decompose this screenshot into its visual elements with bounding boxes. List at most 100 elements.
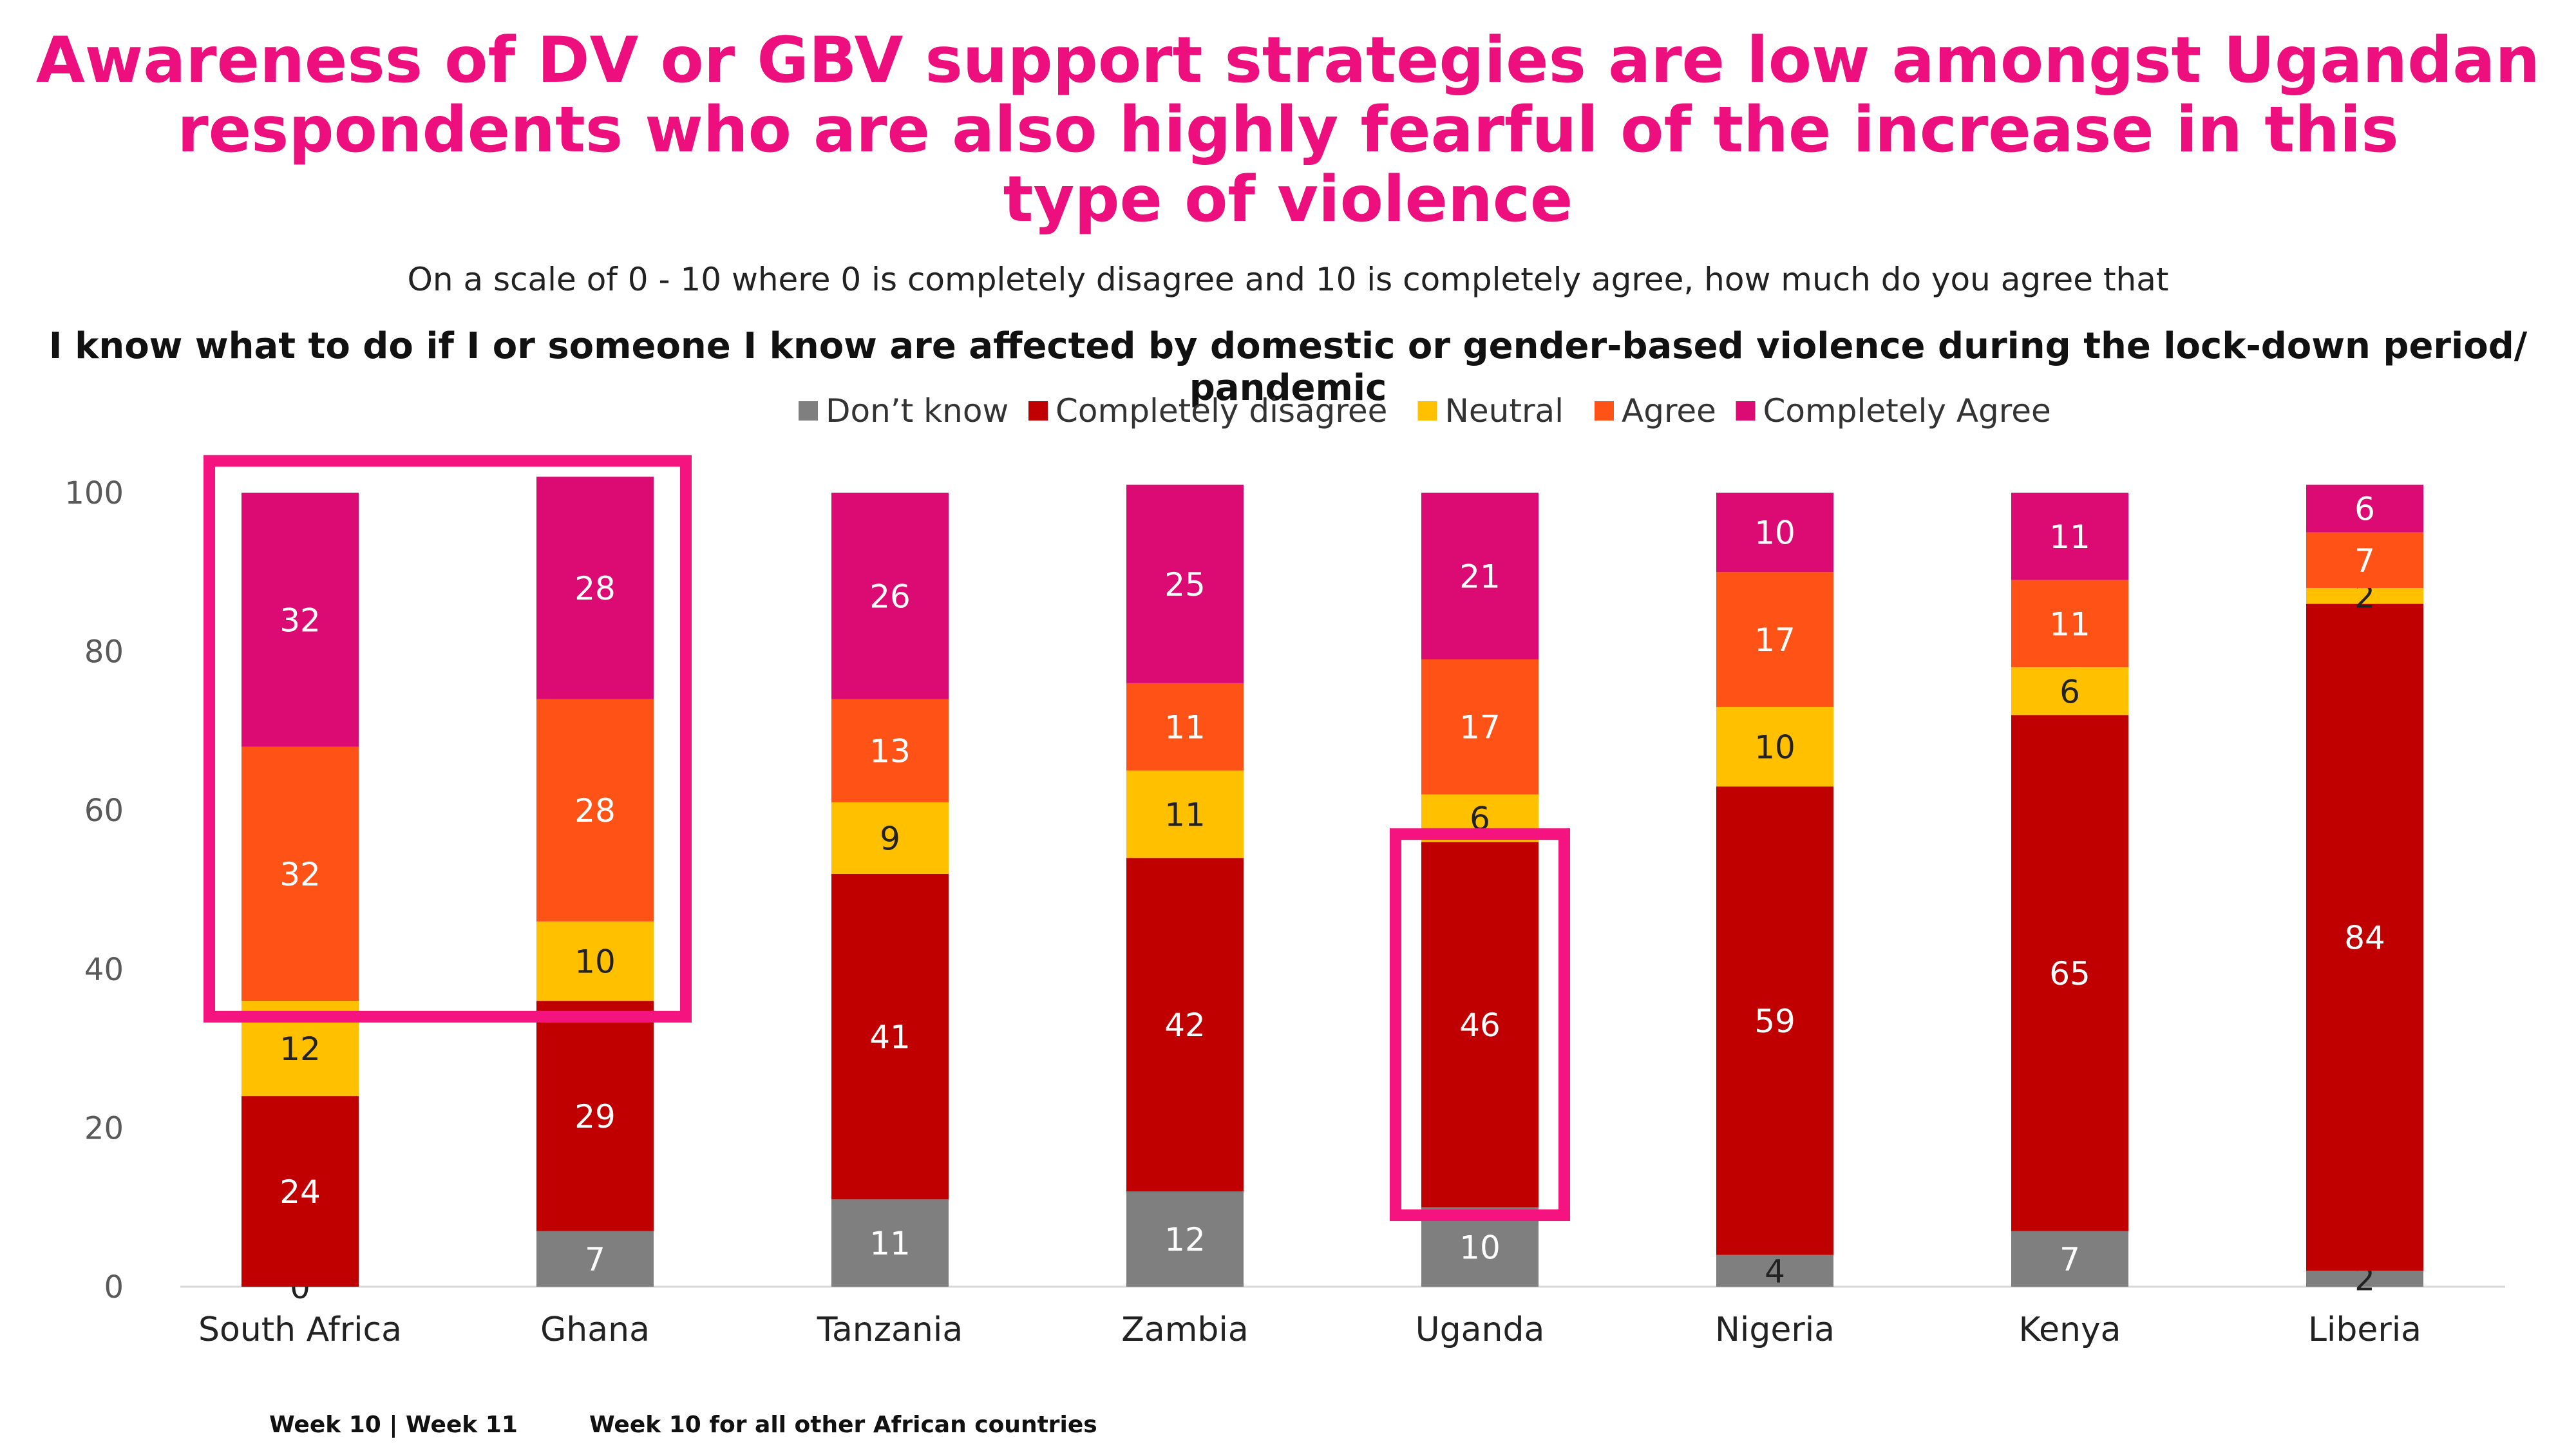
bar-segment-completely-disagree <box>1716 786 1833 1255</box>
title-line-1: Awareness of DV or GBV support strategie… <box>35 24 2541 97</box>
data-label: 84 <box>2344 919 2385 956</box>
bar-segment-completely-agree <box>1716 493 1833 573</box>
data-label: 7 <box>2354 542 2375 580</box>
data-label: 12 <box>1164 1221 1206 1258</box>
title-line-3: type of violence <box>1003 163 1573 236</box>
data-label: 42 <box>1164 1007 1206 1044</box>
bar-segment-completely-disagree <box>1126 858 1244 1192</box>
bar-segment-completely-agree <box>242 493 359 747</box>
data-label: 12 <box>279 1030 321 1068</box>
legend-swatch <box>1417 401 1437 421</box>
bar-segment-agree <box>831 699 949 802</box>
data-label: 46 <box>1459 1007 1501 1044</box>
data-label: 6 <box>2354 491 2375 528</box>
x-tick-label: Ghana <box>540 1311 650 1349</box>
legend-label: Completely Agree <box>1763 392 2051 430</box>
data-label: 7 <box>585 1241 605 1278</box>
legend-swatch <box>1736 401 1756 421</box>
bar-segment-don-t-know <box>1126 1191 1244 1287</box>
bar-segment-completely-agree <box>2306 484 2423 533</box>
legend-label: Agree <box>1622 392 1716 430</box>
data-label: 11 <box>2049 605 2090 643</box>
bar-segment-don-t-know <box>2306 1271 2423 1287</box>
legend-swatch <box>1595 401 1614 421</box>
bar-segment-agree <box>1421 659 1539 795</box>
legend-label: Completely disagree <box>1056 392 1387 430</box>
highlight-box <box>204 455 692 1023</box>
legend-swatch <box>1028 401 1048 421</box>
bar-segment-completely-disagree <box>2306 603 2423 1271</box>
data-label: 17 <box>1754 621 1795 659</box>
data-label: 32 <box>279 856 321 893</box>
bar-segment-don-t-know <box>536 1231 654 1287</box>
bar-segment-neutral <box>536 921 654 1001</box>
bar-segment-completely-agree <box>536 477 654 699</box>
highlight-box <box>1390 828 1570 1222</box>
bar-segment-don-t-know <box>2011 1231 2128 1287</box>
bar-segment-completely-agree <box>1126 484 1244 683</box>
bar-segment-neutral <box>831 802 949 874</box>
y-tick-label: 40 <box>84 952 124 988</box>
survey-scale-text: On a scale of 0 - 10 where 0 is complete… <box>407 261 2169 298</box>
bar-segment-completely-disagree <box>242 1096 359 1287</box>
title-line-2: respondents who are also highly fearful … <box>177 93 2399 167</box>
data-label: 41 <box>869 1019 911 1056</box>
data-label: 65 <box>2049 955 2090 992</box>
data-label: 17 <box>1459 709 1501 746</box>
legend-label: Don’t know <box>826 392 1009 430</box>
bar-segment-completely-agree <box>831 493 949 699</box>
data-label: 28 <box>574 570 616 607</box>
y-tick-label: 80 <box>84 634 124 670</box>
y-tick-label: 100 <box>64 475 124 511</box>
data-label: 26 <box>869 578 911 615</box>
data-label: 11 <box>1164 796 1206 833</box>
data-label: 11 <box>2049 518 2090 556</box>
data-label: 4 <box>1765 1253 1785 1290</box>
data-label: 21 <box>1459 558 1501 595</box>
data-label: 7 <box>2060 1241 2080 1278</box>
x-tick-label: Liberia <box>2308 1311 2421 1349</box>
x-tick-label: Tanzania <box>817 1311 963 1349</box>
data-label: 9 <box>880 820 900 857</box>
data-label: 10 <box>1459 1229 1501 1266</box>
data-label: 29 <box>574 1098 616 1135</box>
bar-segment-completely-disagree <box>536 1001 654 1231</box>
bar-segment-completely-agree <box>2011 493 2128 580</box>
bar-segment-completely-disagree <box>1421 842 1539 1208</box>
bar-segment-completely-disagree <box>2011 715 2128 1231</box>
data-label: 10 <box>574 943 616 980</box>
footnote-weeks: Week 10 | Week 11 <box>269 1412 518 1438</box>
x-tick-label: Zambia <box>1121 1311 1248 1349</box>
bar-segment-don-t-know <box>831 1199 949 1287</box>
data-label: 59 <box>1754 1003 1795 1040</box>
bar-segment-agree <box>1716 572 1833 707</box>
data-label: 25 <box>1164 566 1206 603</box>
survey-question: I know what to do if I or someone I know… <box>48 325 2528 409</box>
x-tick-label: Kenya <box>2018 1311 2121 1349</box>
data-label: 28 <box>574 792 616 829</box>
bar-segment-don-t-know <box>1716 1255 1833 1287</box>
data-label: 11 <box>1164 709 1206 746</box>
bar-segment-neutral <box>1716 706 1833 787</box>
bar-segment-agree <box>1126 683 1244 771</box>
data-label: 6 <box>2060 673 2080 710</box>
x-tick-label: Uganda <box>1416 1311 1545 1349</box>
x-tick-label: South Africa <box>198 1311 402 1349</box>
x-tick-label: Nigeria <box>1715 1311 1835 1349</box>
bar-segment-agree <box>2306 532 2423 588</box>
bar-segment-agree <box>242 746 359 1001</box>
data-label: 10 <box>1754 515 1795 552</box>
data-label: 13 <box>869 733 911 770</box>
data-label: 24 <box>279 1173 321 1211</box>
bar-segment-agree <box>2011 580 2128 668</box>
data-label: 10 <box>1754 729 1795 766</box>
legend-swatch <box>799 401 818 421</box>
bar-segment-agree <box>536 699 654 922</box>
bar-segment-neutral <box>1126 770 1244 858</box>
y-tick-label: 20 <box>84 1110 124 1146</box>
bar-segment-neutral <box>2306 587 2423 604</box>
bar-segment-completely-agree <box>1421 493 1539 659</box>
footnote-other-countries: Week 10 for all other African countries <box>589 1412 1097 1438</box>
y-tick-label: 60 <box>84 793 124 829</box>
